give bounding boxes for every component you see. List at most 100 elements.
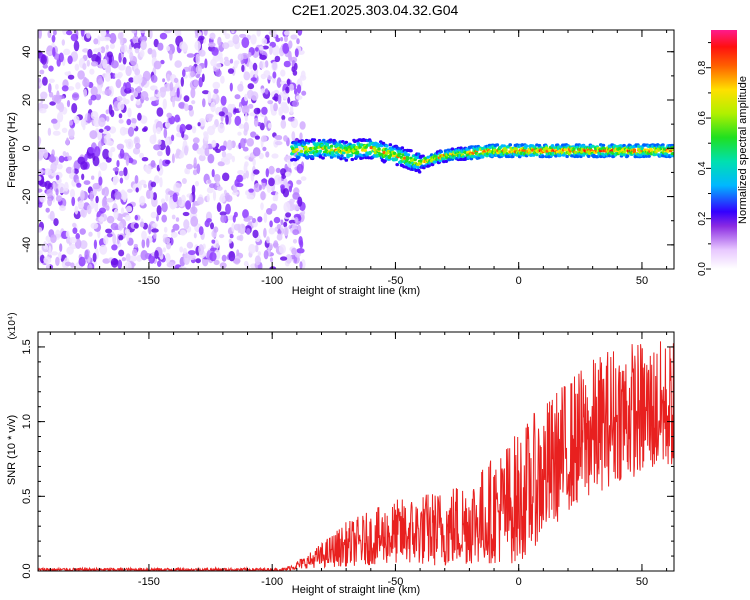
noise-blob <box>192 137 200 144</box>
noise-blob <box>273 93 279 102</box>
noise-blob <box>169 81 174 92</box>
noise-blob <box>46 51 53 55</box>
noise-blob <box>139 179 147 186</box>
signal-cell <box>377 147 381 151</box>
noise-blob <box>218 234 225 239</box>
noise-blob <box>159 177 163 188</box>
noise-blob <box>87 48 93 59</box>
noise-blob <box>244 113 248 122</box>
noise-blob <box>64 71 71 76</box>
noise-blob <box>289 105 294 115</box>
noise-blob <box>277 94 282 105</box>
signal-cell <box>307 139 312 143</box>
noise-blob <box>284 171 292 177</box>
noise-blob <box>238 223 246 235</box>
noise-blob <box>83 180 91 186</box>
noise-blob <box>258 152 264 160</box>
noise-blob <box>125 205 133 213</box>
noise-blob <box>296 38 300 45</box>
noise-blob <box>270 203 278 212</box>
noise-blob <box>220 75 225 84</box>
noise-blob <box>51 118 58 124</box>
noise-blob <box>102 36 111 42</box>
noise-blob <box>53 218 59 227</box>
noise-blob <box>260 135 268 143</box>
noise-blob <box>117 259 123 269</box>
noise-blob <box>109 43 115 50</box>
noise-blob <box>67 155 72 161</box>
noise-blob <box>71 166 75 176</box>
noise-blob <box>112 233 117 245</box>
noise-blob <box>269 257 274 263</box>
noise-blob <box>111 73 116 79</box>
noise-blob <box>88 263 93 269</box>
noise-blob <box>56 163 63 170</box>
noise-blob <box>162 98 167 110</box>
noise-blob <box>269 266 277 269</box>
noise-blob <box>128 77 135 83</box>
noise-blob <box>265 168 269 178</box>
spectrogram-y-label: Frequency (Hz) <box>6 112 18 188</box>
noise-blob <box>250 34 257 45</box>
snr-panel: -150 -100 -50 0 50 0.0 0.5 1.0 1.5 Height of str… <box>6 312 675 596</box>
noise-blob <box>207 90 212 102</box>
noise-blob <box>40 54 47 65</box>
noise-blob <box>80 189 85 201</box>
noise-blob <box>216 202 222 213</box>
noise-blob <box>145 96 149 102</box>
noise-blob <box>105 30 110 34</box>
noise-blob <box>217 161 225 167</box>
noise-blob <box>120 44 128 53</box>
noise-blob <box>232 258 241 264</box>
noise-blob <box>285 212 292 218</box>
noise-blob <box>110 189 116 201</box>
signal-cell <box>299 149 304 153</box>
noise-blob <box>229 234 234 239</box>
noise-blob <box>296 84 302 94</box>
signal-cell <box>508 143 512 147</box>
noise-blob <box>236 249 240 257</box>
noise-blob <box>301 209 306 216</box>
noise-blob <box>42 76 48 86</box>
noise-blob <box>292 239 298 244</box>
signal-cell <box>514 147 518 151</box>
noise-blob <box>212 93 217 99</box>
noise-blob <box>208 42 216 48</box>
noise-blob <box>290 34 298 40</box>
noise-blob <box>267 100 274 105</box>
signal-cell <box>294 145 299 149</box>
noise-blob <box>82 63 87 70</box>
signal-cell <box>368 150 373 154</box>
noise-blob <box>82 48 89 53</box>
noise-blob <box>89 68 95 75</box>
noise-blob <box>209 32 216 40</box>
noise-blob <box>105 109 110 115</box>
noise-blob <box>93 239 97 250</box>
noise-blob <box>92 155 100 167</box>
noise-blob <box>134 47 140 54</box>
noise-blob <box>292 70 298 76</box>
signal-cell <box>495 143 500 147</box>
noise-blob <box>160 59 165 65</box>
noise-blob <box>105 65 111 75</box>
y-tick-label: -40 <box>21 237 33 253</box>
signal-cell <box>439 150 444 154</box>
noise-blob <box>182 69 186 78</box>
noise-blob <box>152 223 158 228</box>
signal-cell <box>322 138 326 142</box>
signal-cell <box>350 157 355 162</box>
noise-blob <box>89 130 98 140</box>
noise-blob <box>186 241 194 249</box>
noise-blob <box>189 193 193 203</box>
noise-blob <box>77 70 85 80</box>
signal-cell <box>647 154 651 158</box>
noise-blob <box>248 188 254 193</box>
noise-blob <box>172 192 178 203</box>
noise-blob <box>151 228 159 233</box>
noise-blob <box>76 182 82 188</box>
noise-blob <box>227 68 235 74</box>
noise-blob <box>187 104 193 111</box>
noise-blob <box>260 191 266 201</box>
noise-blob <box>64 261 72 267</box>
signal-cell <box>498 150 502 154</box>
